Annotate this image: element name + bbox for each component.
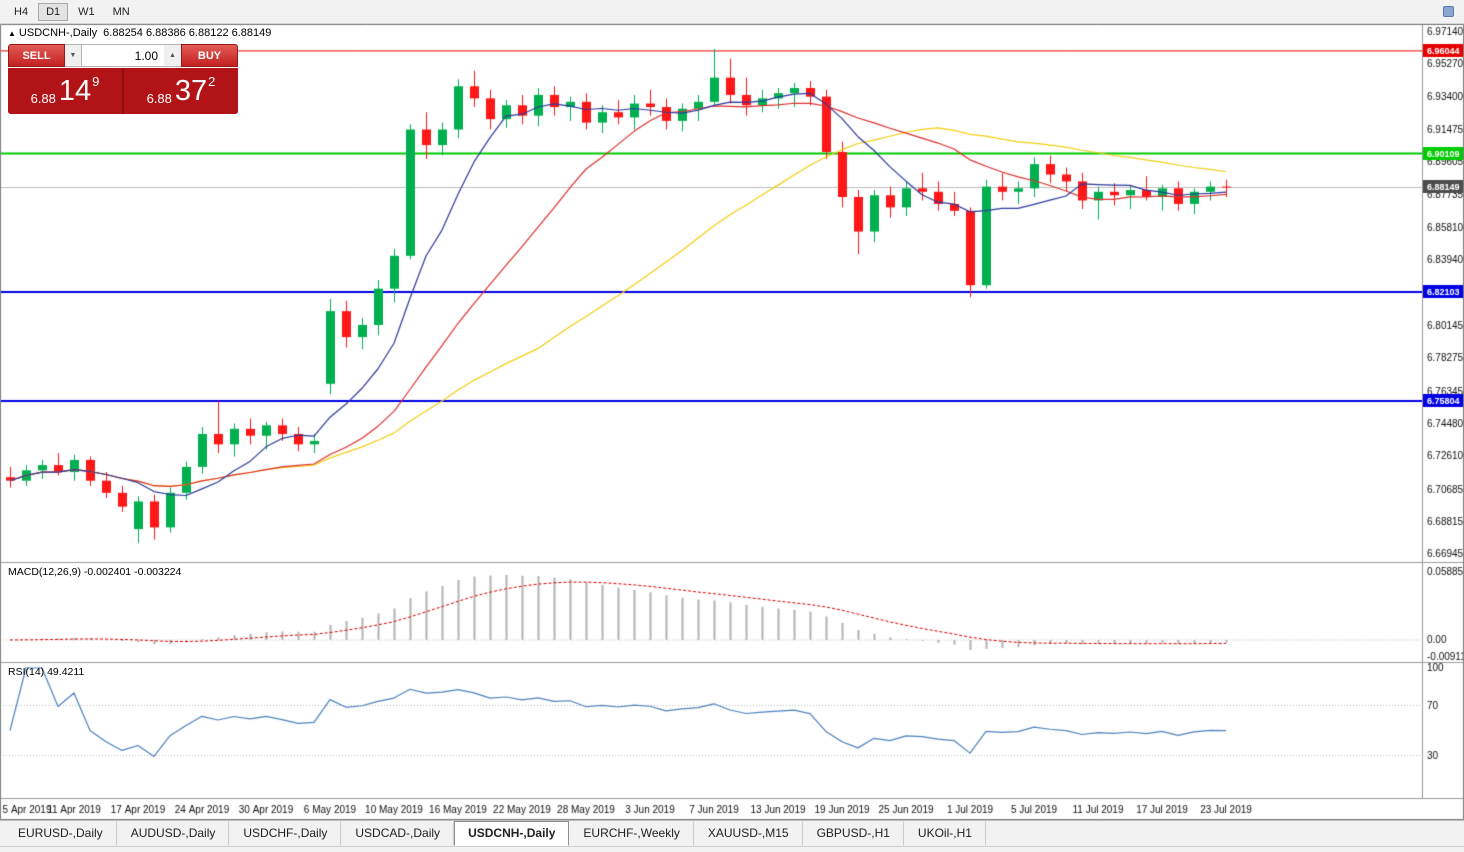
volume-input[interactable] bbox=[82, 44, 164, 67]
volume-increase-button[interactable]: ▲ bbox=[164, 44, 181, 67]
window-icon[interactable] bbox=[1443, 6, 1454, 17]
timeframe-d1-button[interactable]: D1 bbox=[38, 2, 69, 21]
timeframe-w1-button[interactable]: W1 bbox=[70, 3, 103, 21]
sell-price-big: 14 bbox=[58, 75, 92, 107]
macd-indicator-label: MACD(12,26,9) -0.002401 -0.003224 bbox=[8, 566, 182, 578]
sell-button[interactable]: SELL bbox=[8, 44, 65, 67]
rsi-indicator-label: RSI(14) 49.4211 bbox=[8, 666, 85, 678]
chart-tab-audusd-daily[interactable]: AUDUSD-,Daily bbox=[117, 821, 230, 846]
sell-price-display[interactable]: 6.88 14 9 bbox=[8, 68, 122, 114]
volume-decrease-button[interactable]: ▼ bbox=[65, 44, 82, 67]
price-chart-canvas[interactable] bbox=[0, 24, 1464, 820]
chart-tab-usdchf-daily[interactable]: USDCHF-,Daily bbox=[229, 821, 342, 846]
chart-tab-xauusd-m15[interactable]: XAUUSD-,M15 bbox=[694, 821, 803, 846]
timeframe-mn-button[interactable]: MN bbox=[105, 3, 138, 21]
chart-symbol-period: USDCNH-,Daily bbox=[18, 27, 98, 39]
buy-price-sup: 2 bbox=[208, 74, 216, 89]
timeframe-h4-button[interactable]: H4 bbox=[6, 3, 36, 21]
chart-title: ▲ USDCNH-,Daily 6.88254 6.88386 6.88122 6.… bbox=[8, 27, 271, 39]
trade-panel-toggle-icon[interactable]: ▲ bbox=[8, 29, 16, 38]
chart-ohlc-values: 6.88254 6.88386 6.88122 6.88149 bbox=[103, 27, 272, 39]
chart-window: ▲ USDCNH-,Daily 6.88254 6.88386 6.88122 6.… bbox=[0, 24, 1464, 820]
sell-price-prefix: 6.88 bbox=[30, 91, 56, 106]
chart-tab-eurusd-daily[interactable]: EURUSD-,Daily bbox=[4, 821, 117, 846]
chart-tabs-bar: EURUSD-,Daily AUDUSD-,Daily USDCHF-,Daily U… bbox=[0, 820, 1464, 846]
timeframe-toolbar: H4 D1 W1 MN bbox=[0, 0, 1464, 24]
chart-tab-usdcnh-daily[interactable]: USDCNH-,Daily bbox=[454, 821, 570, 846]
chart-tab-eurchf-weekly[interactable]: EURCHF-,Weekly bbox=[569, 821, 694, 846]
buy-price-display[interactable]: 6.88 37 2 bbox=[124, 68, 238, 114]
chart-tab-usdcad-daily[interactable]: USDCAD-,Daily bbox=[341, 821, 455, 846]
chart-tab-gbpusd-h1[interactable]: GBPUSD-,H1 bbox=[803, 821, 904, 846]
chart-tab-ukoil-h1[interactable]: UKOil-,H1 bbox=[904, 821, 986, 846]
buy-price-big: 37 bbox=[174, 75, 208, 107]
status-bar bbox=[0, 846, 1464, 852]
sell-price-sup: 9 bbox=[92, 74, 100, 89]
buy-price-prefix: 6.88 bbox=[146, 91, 172, 106]
buy-button[interactable]: BUY bbox=[181, 44, 238, 67]
